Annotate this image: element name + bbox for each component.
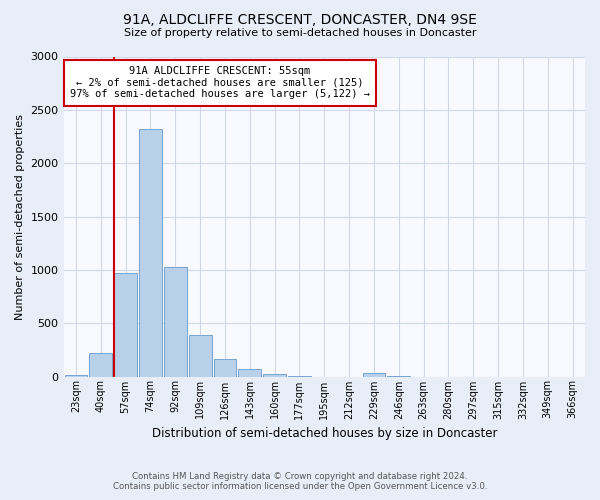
Bar xyxy=(188,336,212,376)
Bar xyxy=(65,375,88,376)
Text: Size of property relative to semi-detached houses in Doncaster: Size of property relative to semi-detach… xyxy=(124,28,476,38)
Bar xyxy=(139,129,162,376)
Text: Contains HM Land Registry data © Crown copyright and database right 2024.
Contai: Contains HM Land Registry data © Crown c… xyxy=(113,472,487,491)
X-axis label: Distribution of semi-detached houses by size in Doncaster: Distribution of semi-detached houses by … xyxy=(152,427,497,440)
Bar xyxy=(263,374,286,376)
Bar xyxy=(164,266,187,376)
Y-axis label: Number of semi-detached properties: Number of semi-detached properties xyxy=(15,114,25,320)
Text: 91A ALDCLIFFE CRESCENT: 55sqm
← 2% of semi-detached houses are smaller (125)
97%: 91A ALDCLIFFE CRESCENT: 55sqm ← 2% of se… xyxy=(70,66,370,100)
Bar xyxy=(214,360,236,376)
Bar xyxy=(362,373,385,376)
Text: 91A, ALDCLIFFE CRESCENT, DONCASTER, DN4 9SE: 91A, ALDCLIFFE CRESCENT, DONCASTER, DN4 … xyxy=(123,12,477,26)
Bar xyxy=(89,353,112,376)
Bar xyxy=(238,368,261,376)
Bar xyxy=(114,273,137,376)
